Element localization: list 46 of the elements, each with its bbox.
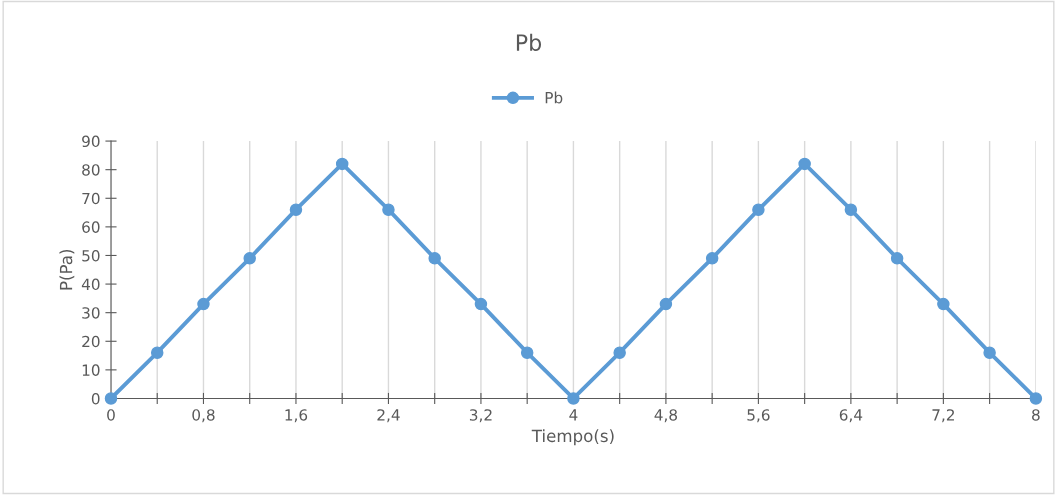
y-axis-title: P(Pa): [59, 249, 75, 290]
y-tick-label: 0: [91, 392, 100, 405]
point: [798, 157, 811, 171]
point: [474, 297, 488, 311]
point: [243, 252, 256, 265]
x-tick-label: 8: [1032, 409, 1040, 421]
point: [844, 203, 858, 216]
y-tick-label: 60: [82, 221, 100, 233]
point: [983, 346, 996, 359]
x-tick-label: 7,2: [932, 409, 954, 423]
x-axis-title: Tiempo(s): [531, 429, 614, 446]
y-tick-label: 50: [82, 249, 100, 262]
chart-title: Pb: [516, 33, 542, 51]
y-tick-label: 80: [82, 164, 100, 176]
point: [752, 203, 765, 216]
point: [1029, 392, 1043, 405]
y-tick-label: 10: [82, 364, 100, 376]
x-tick-label: 6,4: [839, 409, 863, 423]
point: [705, 252, 719, 265]
y-tick-label: 90: [82, 135, 100, 148]
x-tick-label: 4: [569, 409, 578, 421]
x-tick-label: 5,6: [747, 409, 770, 423]
point: [428, 252, 441, 265]
point: [567, 392, 580, 405]
point: [937, 297, 950, 311]
point: [613, 346, 626, 359]
x-tick-label: 0: [107, 409, 115, 421]
x-tick-label: 2,4: [377, 409, 400, 423]
x-tick-label: 0,8: [192, 409, 215, 423]
y-tick-label: 40: [81, 278, 100, 291]
point: [150, 346, 164, 359]
x-tick-label: 3,2: [469, 409, 492, 423]
point: [335, 157, 349, 171]
x-tick-label: 1,6: [285, 409, 308, 423]
point: [382, 203, 395, 216]
point: [289, 203, 303, 216]
point: [659, 297, 673, 311]
point: [197, 297, 210, 311]
point: [890, 252, 904, 265]
point: [104, 392, 118, 405]
y-tick-label: 70: [82, 192, 100, 205]
y-tick-label: 20: [82, 335, 100, 348]
y-tick-label: 30: [82, 307, 100, 319]
point: [520, 346, 534, 359]
legend-label: Pb: [545, 91, 563, 104]
x-tick-label: 4,8: [654, 409, 678, 423]
